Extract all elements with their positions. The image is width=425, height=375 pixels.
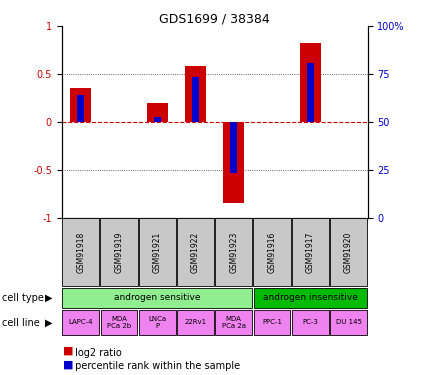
- Text: GSM91919: GSM91919: [114, 231, 124, 273]
- Bar: [62, 310, 99, 334]
- Text: GSM91921: GSM91921: [153, 231, 162, 273]
- Bar: [139, 218, 176, 286]
- Text: percentile rank within the sample: percentile rank within the sample: [72, 362, 241, 371]
- Bar: [177, 310, 214, 334]
- Bar: [253, 218, 291, 286]
- Bar: [254, 288, 367, 308]
- Bar: [139, 310, 176, 334]
- Text: PPC-1: PPC-1: [262, 320, 282, 326]
- Bar: [306, 63, 314, 122]
- Text: 22Rv1: 22Rv1: [184, 320, 207, 326]
- Text: androgen insensitive: androgen insensitive: [263, 293, 358, 302]
- Text: GSM91923: GSM91923: [229, 231, 238, 273]
- Bar: [77, 95, 85, 122]
- Text: ▶: ▶: [45, 293, 53, 303]
- Bar: [223, 122, 244, 203]
- Bar: [292, 310, 329, 334]
- Text: LAPC-4: LAPC-4: [68, 320, 93, 326]
- Text: log2 ratio: log2 ratio: [72, 348, 122, 357]
- Text: androgen sensitive: androgen sensitive: [114, 293, 201, 302]
- Bar: [230, 122, 238, 172]
- Text: GSM91917: GSM91917: [306, 231, 315, 273]
- Bar: [300, 44, 321, 122]
- Bar: [330, 310, 367, 334]
- Bar: [62, 288, 252, 308]
- Bar: [70, 88, 91, 122]
- Bar: [147, 103, 168, 122]
- Text: LNCa
P: LNCa P: [148, 316, 166, 329]
- Bar: [101, 310, 137, 334]
- Text: cell line: cell line: [2, 318, 40, 327]
- Title: GDS1699 / 38384: GDS1699 / 38384: [159, 12, 270, 25]
- Text: ▶: ▶: [45, 318, 53, 327]
- Bar: [185, 66, 206, 122]
- Text: GSM91920: GSM91920: [344, 231, 353, 273]
- Bar: [215, 310, 252, 334]
- Bar: [153, 117, 161, 122]
- Text: MDA
PCa 2b: MDA PCa 2b: [107, 316, 131, 329]
- Text: GSM91922: GSM91922: [191, 231, 200, 273]
- Text: cell type: cell type: [2, 293, 44, 303]
- Text: ■: ■: [63, 360, 74, 369]
- Text: GSM91918: GSM91918: [76, 231, 85, 273]
- Bar: [192, 77, 199, 122]
- Text: PC-3: PC-3: [302, 320, 318, 326]
- Text: ■: ■: [63, 346, 74, 355]
- Text: DU 145: DU 145: [336, 320, 361, 326]
- Bar: [292, 218, 329, 286]
- Bar: [100, 218, 138, 286]
- Bar: [330, 218, 367, 286]
- Bar: [62, 218, 99, 286]
- Bar: [215, 218, 252, 286]
- Bar: [254, 310, 290, 334]
- Bar: [177, 218, 214, 286]
- Text: GSM91916: GSM91916: [267, 231, 277, 273]
- Text: MDA
PCa 2a: MDA PCa 2a: [222, 316, 246, 329]
